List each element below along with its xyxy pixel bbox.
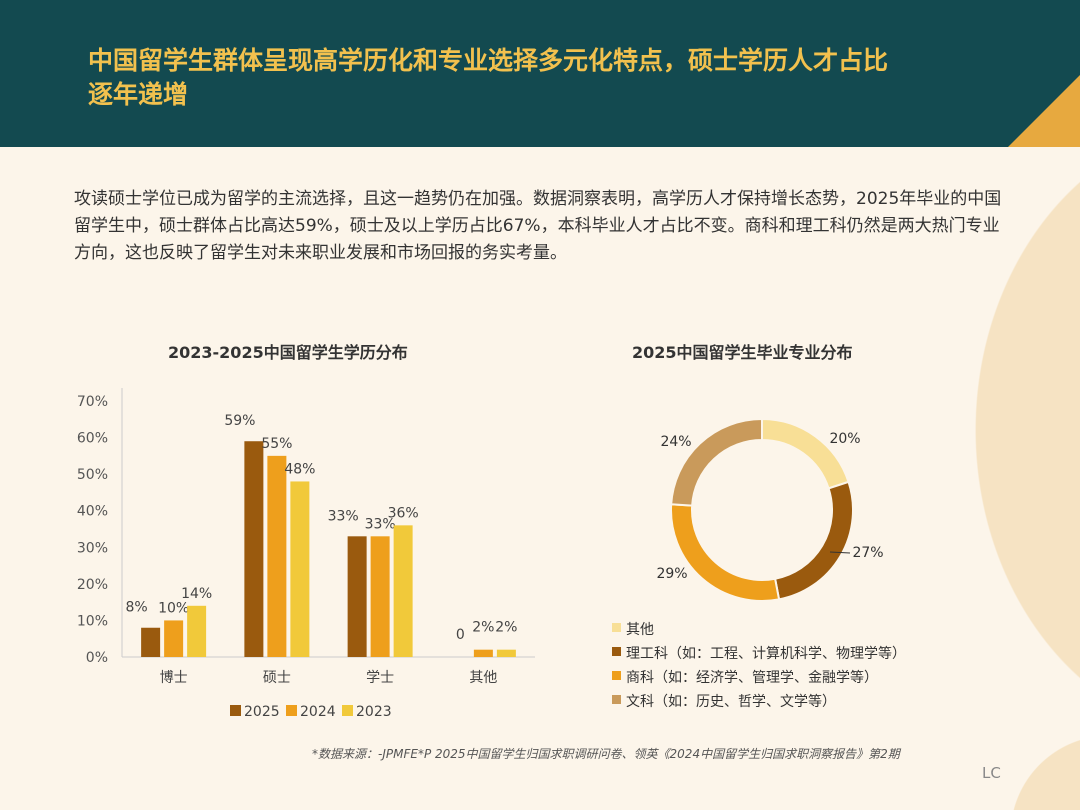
bar-2024 (164, 620, 184, 657)
decor-triangle (1008, 75, 1080, 147)
data-label: 2% (495, 620, 517, 636)
x-tick-label: 硕士 (263, 670, 291, 686)
bar-2023 (187, 605, 207, 657)
donut-slice (670, 503, 781, 602)
y-tick-label: 50% (77, 467, 108, 483)
bar-2023 (496, 649, 516, 657)
slice-label: 29% (656, 566, 687, 582)
data-label: 36% (388, 505, 419, 521)
data-label: 33% (365, 516, 396, 532)
data-label: 55% (261, 436, 292, 452)
legend-label: 文科（如：历史、哲学、文学等） (626, 693, 836, 710)
bar-chart-title: 2023-2025中国留学生学历分布 (168, 343, 408, 362)
slice-label: 24% (660, 434, 691, 450)
leader-line (829, 551, 851, 554)
bar-2024 (267, 455, 287, 657)
header: 中国留学生群体呈现高学历化和专业选择多元化特点，硕士学历人才占比逐年递增 (0, 0, 1080, 147)
bar-2024 (473, 649, 493, 657)
y-tick-label: 0% (86, 650, 108, 666)
legend-swatch-2023 (342, 705, 353, 716)
data-label: 59% (224, 413, 255, 429)
legend-swatch (612, 623, 621, 632)
legend-swatch-2025 (230, 705, 241, 716)
legend-swatch (612, 695, 621, 704)
legend-label: 2023 (356, 704, 392, 720)
legend-swatch (612, 647, 621, 656)
legend-swatch-2024 (286, 705, 297, 716)
data-label: 8% (126, 600, 148, 616)
y-tick-label: 10% (77, 613, 108, 629)
bar-2023 (393, 525, 413, 657)
legend-label: 其他 (626, 622, 654, 638)
donut-slice (773, 480, 854, 601)
bar-2025 (141, 627, 161, 657)
y-tick-label: 40% (77, 504, 108, 520)
x-tick-label: 学士 (366, 670, 394, 686)
bar-2025 (244, 441, 264, 657)
legend-label: 商科（如：经济学、管理学、金融学等） (626, 669, 878, 686)
legend-label: 2025 (244, 704, 280, 720)
page-title: 中国留学生群体呈现高学历化和专业选择多元化特点，硕士学历人才占比逐年递增 (88, 46, 889, 109)
donut-slice (670, 417, 763, 507)
bar-2024 (370, 536, 390, 657)
footnote: *数据来源：-JPMFE*P 2025中国留学生归国求职调研问卷、领英《2024… (312, 747, 900, 761)
slice-label: 20% (829, 431, 860, 447)
y-tick-label: 30% (77, 540, 108, 556)
donut-slice (761, 417, 850, 490)
legend-swatch (612, 671, 621, 680)
data-label: 2% (472, 620, 494, 636)
intro-text: 攻读硕士学位已成为留学的主流选择，且这一趋势仍在加强。数据洞察表明，高学历人才保… (74, 189, 1002, 263)
pie-chart-title: 2025中国留学生毕业专业分布 (632, 343, 853, 362)
y-tick-label: 60% (77, 431, 108, 447)
slice-label: 27% (852, 545, 883, 561)
y-tick-label: 20% (77, 577, 108, 593)
data-label: 48% (284, 461, 315, 477)
legend-label: 理工科（如：工程、计算机科学、物理学等） (626, 645, 906, 662)
legend-label: 2024 (300, 704, 336, 720)
data-label: 10% (158, 600, 189, 616)
x-tick-label: 其他 (469, 670, 497, 686)
logo: LC (982, 764, 1001, 782)
bar-2023 (290, 481, 310, 657)
x-tick-label: 博士 (160, 669, 188, 686)
bar-2025 (347, 536, 367, 657)
y-tick-label: 70% (77, 394, 108, 410)
data-label: 14% (181, 586, 212, 602)
data-label: 0 (456, 627, 465, 643)
data-label: 33% (328, 508, 359, 524)
